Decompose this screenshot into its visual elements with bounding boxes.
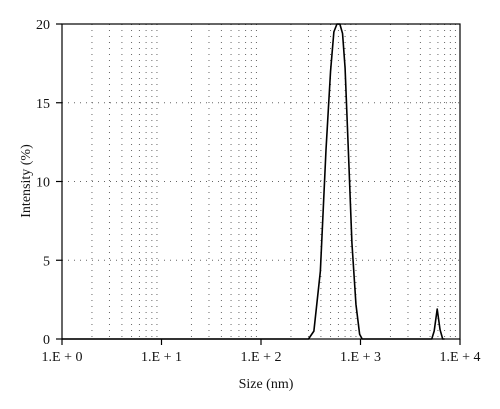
axes xyxy=(56,23,461,345)
y-axis-title: Intensity (%) xyxy=(19,144,34,218)
x-tick-label: 1.E + 2 xyxy=(241,350,282,365)
x-tick-label: 1.E + 3 xyxy=(340,350,381,365)
series-line xyxy=(62,23,445,340)
x-tick-label: 1.E + 1 xyxy=(141,350,182,365)
x-axis-title: Size (nm) xyxy=(239,377,294,392)
grid-lines xyxy=(62,24,460,339)
y-tick-label: 0 xyxy=(43,333,50,348)
y-tick-label: 20 xyxy=(36,18,50,33)
y-tick-label: 15 xyxy=(36,97,50,112)
y-tick-label: 10 xyxy=(36,176,50,191)
series-layer xyxy=(62,23,445,340)
x-tick-label: 1.E + 4 xyxy=(440,350,481,365)
tick-labels: 1.E + 0 1.E + 1 1.E + 2 1.E + 3 1.E + 4 0 5 10 1… xyxy=(36,18,480,365)
y-tick-label: 5 xyxy=(43,254,50,269)
x-tick-label: 1.E + 0 xyxy=(42,350,83,365)
